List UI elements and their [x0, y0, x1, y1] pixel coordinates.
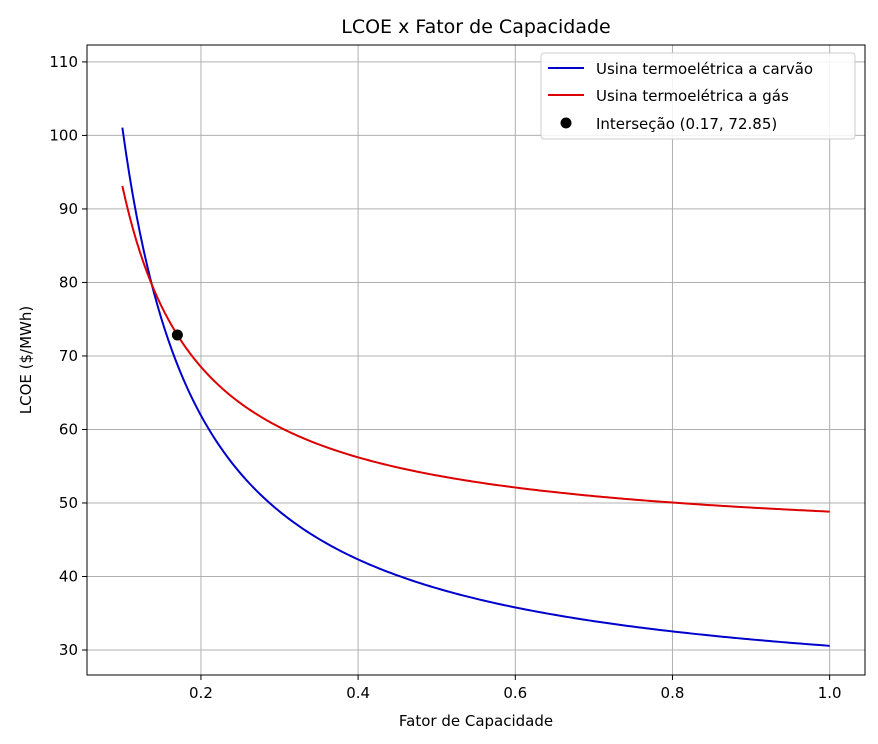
- x-tick-label: 0.4: [346, 684, 370, 702]
- y-tick-label: 70: [59, 347, 78, 365]
- chart-title: LCOE x Fator de Capacidade: [341, 16, 610, 38]
- legend: Usina termoelétrica a carvão Usina termo…: [541, 53, 855, 139]
- x-tick-label: 0.2: [189, 684, 213, 702]
- legend-swatch-intersection: [561, 118, 572, 129]
- x-axis-label: Fator de Capacidade: [399, 712, 553, 730]
- legend-label-gas: Usina termoelétrica a gás: [596, 87, 789, 105]
- x-tick-label: 1.0: [818, 684, 842, 702]
- series-lines: [122, 128, 829, 646]
- x-tick-label: 0.8: [661, 684, 685, 702]
- intersection-point: [172, 330, 183, 341]
- y-tick-label: 110: [49, 53, 78, 71]
- y-tick-label: 30: [59, 641, 78, 659]
- y-tick-label: 40: [59, 567, 78, 585]
- y-tick-label: 80: [59, 273, 78, 291]
- legend-label-carvao: Usina termoelétrica a carvão: [596, 60, 813, 78]
- y-tick-label: 100: [49, 126, 78, 144]
- series-line-carvao: [122, 128, 829, 646]
- y-axis-label: LCOE ($/MWh): [17, 306, 35, 414]
- x-tick-label: 0.6: [503, 684, 527, 702]
- legend-label-intersection: Interseção (0.17, 72.85): [596, 115, 777, 133]
- series-line-gas: [122, 186, 829, 512]
- y-tick-label: 60: [59, 420, 78, 438]
- axis-ticks: 0.2 0.4 0.6 0.8 1.0 30 40 50 60 70 80 90 100 110: [49, 53, 841, 702]
- y-tick-label: 90: [59, 200, 78, 218]
- y-tick-label: 50: [59, 494, 78, 512]
